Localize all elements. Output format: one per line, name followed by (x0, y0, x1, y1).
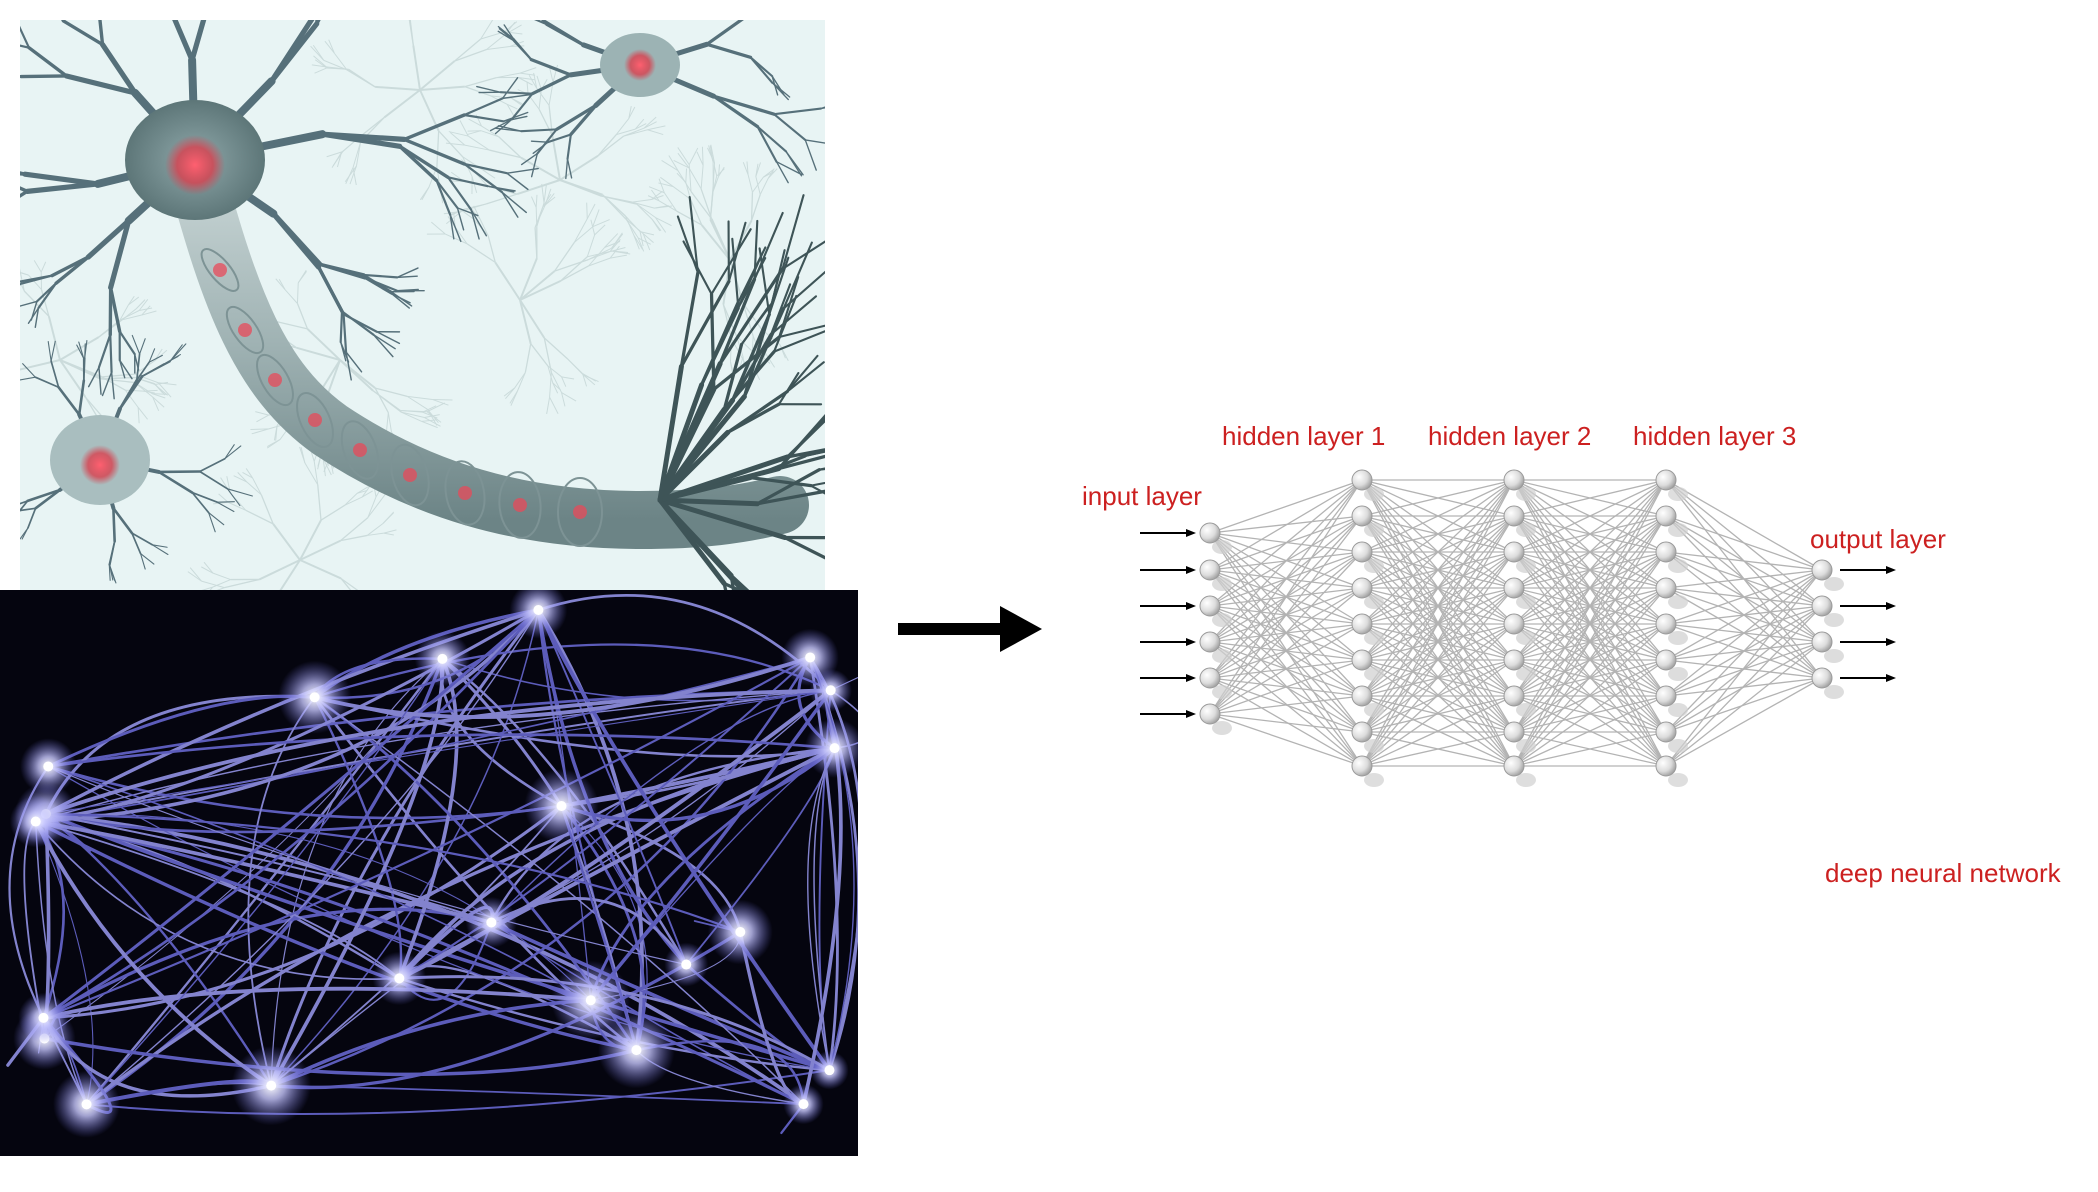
layer2-node (1351, 577, 1373, 599)
neural-network-glow-illustration (0, 590, 858, 1156)
layer2-node (1351, 649, 1373, 671)
output-arrow-icon (1886, 566, 1896, 574)
layer4-node (1655, 721, 1677, 743)
layer3-node (1503, 469, 1525, 491)
layer4-node (1655, 613, 1677, 635)
label-input-layer: input layer (1082, 481, 1202, 511)
input-arrow-icon (1186, 710, 1196, 718)
layer3-node (1503, 755, 1525, 777)
layer5-node (1811, 667, 1833, 689)
label-output-layer: output layer (1810, 524, 1946, 554)
layer1-node (1199, 559, 1221, 581)
layer2-node (1351, 469, 1373, 491)
layer4-node (1655, 577, 1677, 599)
layer2-node (1351, 505, 1373, 527)
layer4-node (1655, 541, 1677, 563)
layer2-node (1351, 685, 1373, 707)
layer4-node (1655, 505, 1677, 527)
layer4-node (1655, 649, 1677, 671)
layer5-node (1811, 559, 1833, 581)
layer1-node (1199, 667, 1221, 689)
layer4-node (1655, 755, 1677, 777)
layer2-node (1351, 613, 1373, 635)
layer1-node (1199, 595, 1221, 617)
layer2-node (1351, 755, 1373, 777)
transition-arrow-icon (898, 606, 1042, 652)
layer1-node (1199, 522, 1221, 544)
layer2-node (1351, 541, 1373, 563)
output-arrow-icon (1886, 638, 1896, 646)
output-arrow-icon (1886, 674, 1896, 682)
layer3-node (1503, 721, 1525, 743)
layer4-node (1655, 469, 1677, 491)
input-arrow-icon (1186, 602, 1196, 610)
layer5-node (1811, 595, 1833, 617)
layer3-node (1503, 541, 1525, 563)
label-hidden-layer-3: hidden layer 3 (1633, 421, 1796, 451)
input-arrow-icon (1186, 674, 1196, 682)
layer3-node (1503, 613, 1525, 635)
neuron-illustration (20, 20, 825, 623)
input-arrow-icon (1186, 638, 1196, 646)
layer4-node (1655, 685, 1677, 707)
label-hidden-layer-2: hidden layer 2 (1428, 421, 1591, 451)
output-arrow-icon (1886, 602, 1896, 610)
layer1-node (1199, 631, 1221, 653)
layer1-node (1199, 703, 1221, 725)
layer3-node (1503, 505, 1525, 527)
layer3-node (1503, 649, 1525, 671)
layer5-node (1811, 631, 1833, 653)
input-arrow-icon (1186, 566, 1196, 574)
label-hidden-layer-1: hidden layer 1 (1222, 421, 1385, 451)
layer3-node (1503, 685, 1525, 707)
layer3-node (1503, 577, 1525, 599)
label-deep-neural-network: deep neural network (1825, 858, 2062, 888)
input-arrow-icon (1186, 529, 1196, 537)
neural-network-diagram: input layer hidden layer 1 hidden layer … (1082, 421, 2062, 888)
layer2-node (1351, 721, 1373, 743)
